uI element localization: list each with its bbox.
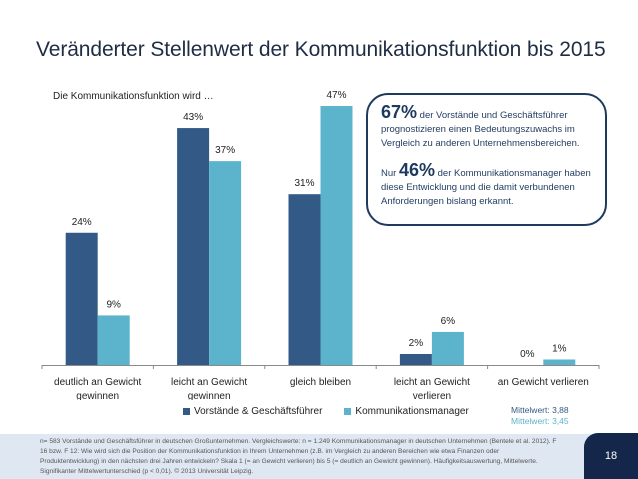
legend-swatch xyxy=(344,407,352,415)
bar-vorstaende xyxy=(177,128,210,365)
page-title: Veränderter Stellenwert der Kommunikatio… xyxy=(36,38,606,61)
data-label: 9% xyxy=(106,299,121,310)
page-number: 18 xyxy=(584,433,638,479)
legend-swatch xyxy=(183,407,190,415)
footer-band xyxy=(0,434,638,479)
legend-item-vorstaende: Vorstände & Geschäftsführer xyxy=(183,406,322,417)
data-label: 0% xyxy=(520,349,535,360)
mean-manager: Mittelwert: 3,45 xyxy=(511,416,569,426)
callout-stat-46: 46% xyxy=(398,160,435,180)
callout-text-1b: prognostizieren einen Bedeutungszuwachs … xyxy=(381,124,580,149)
data-label: 37% xyxy=(215,145,235,156)
category-label: gleich bleiben xyxy=(290,377,351,388)
bar-vorstaende xyxy=(399,353,432,365)
category-label: deutlich an Gewicht xyxy=(54,377,141,388)
footnote: n= 583 Vorstände und Geschäftsführer in … xyxy=(40,438,557,475)
category-label: leicht an Gewicht xyxy=(171,377,247,388)
callout-text-2: der Kommunikationsmanager haben diese En… xyxy=(381,168,591,207)
bar-chart: 24% 9% deutlich an Gewicht gewinnen 43% 37% le… xyxy=(41,90,600,400)
data-label: 2% xyxy=(409,338,424,349)
category-label: gewinnen xyxy=(76,391,119,400)
category-label: verlieren xyxy=(413,391,451,400)
mean-vorstaende: Mittelwert: 3,88 xyxy=(511,405,569,415)
category-label: an Gewicht verlieren xyxy=(498,377,589,388)
category-label: leicht an Gewicht xyxy=(394,377,470,388)
bar-vorstaende xyxy=(65,232,98,365)
data-label: 24% xyxy=(72,217,92,228)
bar-manager xyxy=(431,331,464,365)
bar-vorstaende xyxy=(288,194,321,365)
bar-manager xyxy=(543,359,576,365)
category-label: gewinnen xyxy=(188,391,231,400)
bar-manager xyxy=(97,315,130,365)
callout-box: 67% der Vorstände und Geschäftsführer pro… xyxy=(366,93,607,226)
mean-values: Mittelwert: 3,88 Mittelwert: 3,45 xyxy=(511,405,569,427)
legend-label: Kommunikationsmanager xyxy=(355,406,469,417)
legend-item-manager: Kommunikationsmanager xyxy=(344,406,469,417)
chart-legend: Vorstände & Geschäftsführer Kommunikatio… xyxy=(183,406,469,417)
callout-text-2pre: Nur xyxy=(381,168,399,179)
data-label: 6% xyxy=(441,316,456,327)
callout-text-1a: der Vorstände und Geschäftsführer xyxy=(417,110,568,121)
data-label: 1% xyxy=(552,343,567,354)
data-label: 43% xyxy=(183,112,203,123)
bar-manager xyxy=(209,161,242,365)
bar-manager xyxy=(320,106,353,365)
data-label: 47% xyxy=(326,90,346,101)
data-label: 31% xyxy=(294,178,314,189)
chart-subtitle: Die Kommunikationsfunktion wird … xyxy=(53,91,214,102)
legend-label: Vorstände & Geschäftsführer xyxy=(194,406,323,417)
callout-stat-67: 67% xyxy=(381,102,418,122)
